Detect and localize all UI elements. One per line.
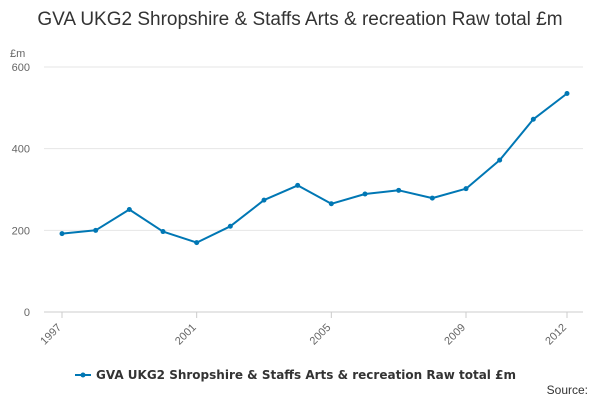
y-tick-label: 400	[12, 144, 30, 156]
x-tick-label: 2009	[442, 322, 468, 348]
y-axis-ticks: 0 200 400 600	[12, 62, 30, 319]
data-point[interactable]	[227, 223, 233, 229]
data-point[interactable]	[564, 91, 570, 97]
data-point[interactable]	[295, 182, 301, 188]
grid-lines	[44, 66, 583, 313]
y-tick-label: 0	[24, 307, 30, 319]
data-point[interactable]	[194, 240, 200, 246]
x-tick-label: 2005	[308, 322, 334, 348]
data-point[interactable]	[396, 187, 402, 193]
x-tick-label: 1997	[38, 322, 64, 348]
data-point[interactable]	[93, 227, 99, 233]
x-tick-label: 2001	[173, 322, 199, 348]
data-point[interactable]	[126, 207, 132, 213]
y-tick-label: 200	[12, 225, 30, 237]
data-point[interactable]	[530, 116, 536, 122]
data-point[interactable]	[160, 229, 166, 235]
data-point[interactable]	[328, 201, 334, 207]
data-point[interactable]	[59, 231, 65, 237]
x-axis-ticks: 1997 2001 2005 2009 2012	[38, 312, 569, 347]
legend-label: GVA UKG2 Shropshire & Staffs Arts & recr…	[96, 368, 516, 382]
x-tick-label: 2012	[543, 322, 569, 348]
data-point[interactable]	[261, 197, 267, 203]
legend[interactable]: GVA UKG2 Shropshire & Staffs Arts & recr…	[75, 368, 516, 382]
data-point[interactable]	[497, 157, 503, 163]
chart-title: GVA UKG2 Shropshire & Staffs Arts & recr…	[37, 9, 563, 30]
data-point[interactable]	[429, 195, 435, 201]
data-point[interactable]	[463, 186, 469, 192]
series-layer	[59, 91, 570, 246]
y-axis-unit-label: £m	[10, 48, 25, 60]
legend-dot-marker	[80, 372, 86, 378]
data-point[interactable]	[362, 191, 368, 197]
series-line	[61, 92, 568, 244]
y-tick-label: 600	[12, 62, 30, 74]
source-label[interactable]: Source:	[547, 383, 588, 397]
